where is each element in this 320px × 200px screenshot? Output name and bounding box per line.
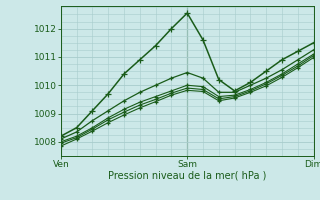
X-axis label: Pression niveau de la mer( hPa ): Pression niveau de la mer( hPa ) bbox=[108, 171, 266, 181]
